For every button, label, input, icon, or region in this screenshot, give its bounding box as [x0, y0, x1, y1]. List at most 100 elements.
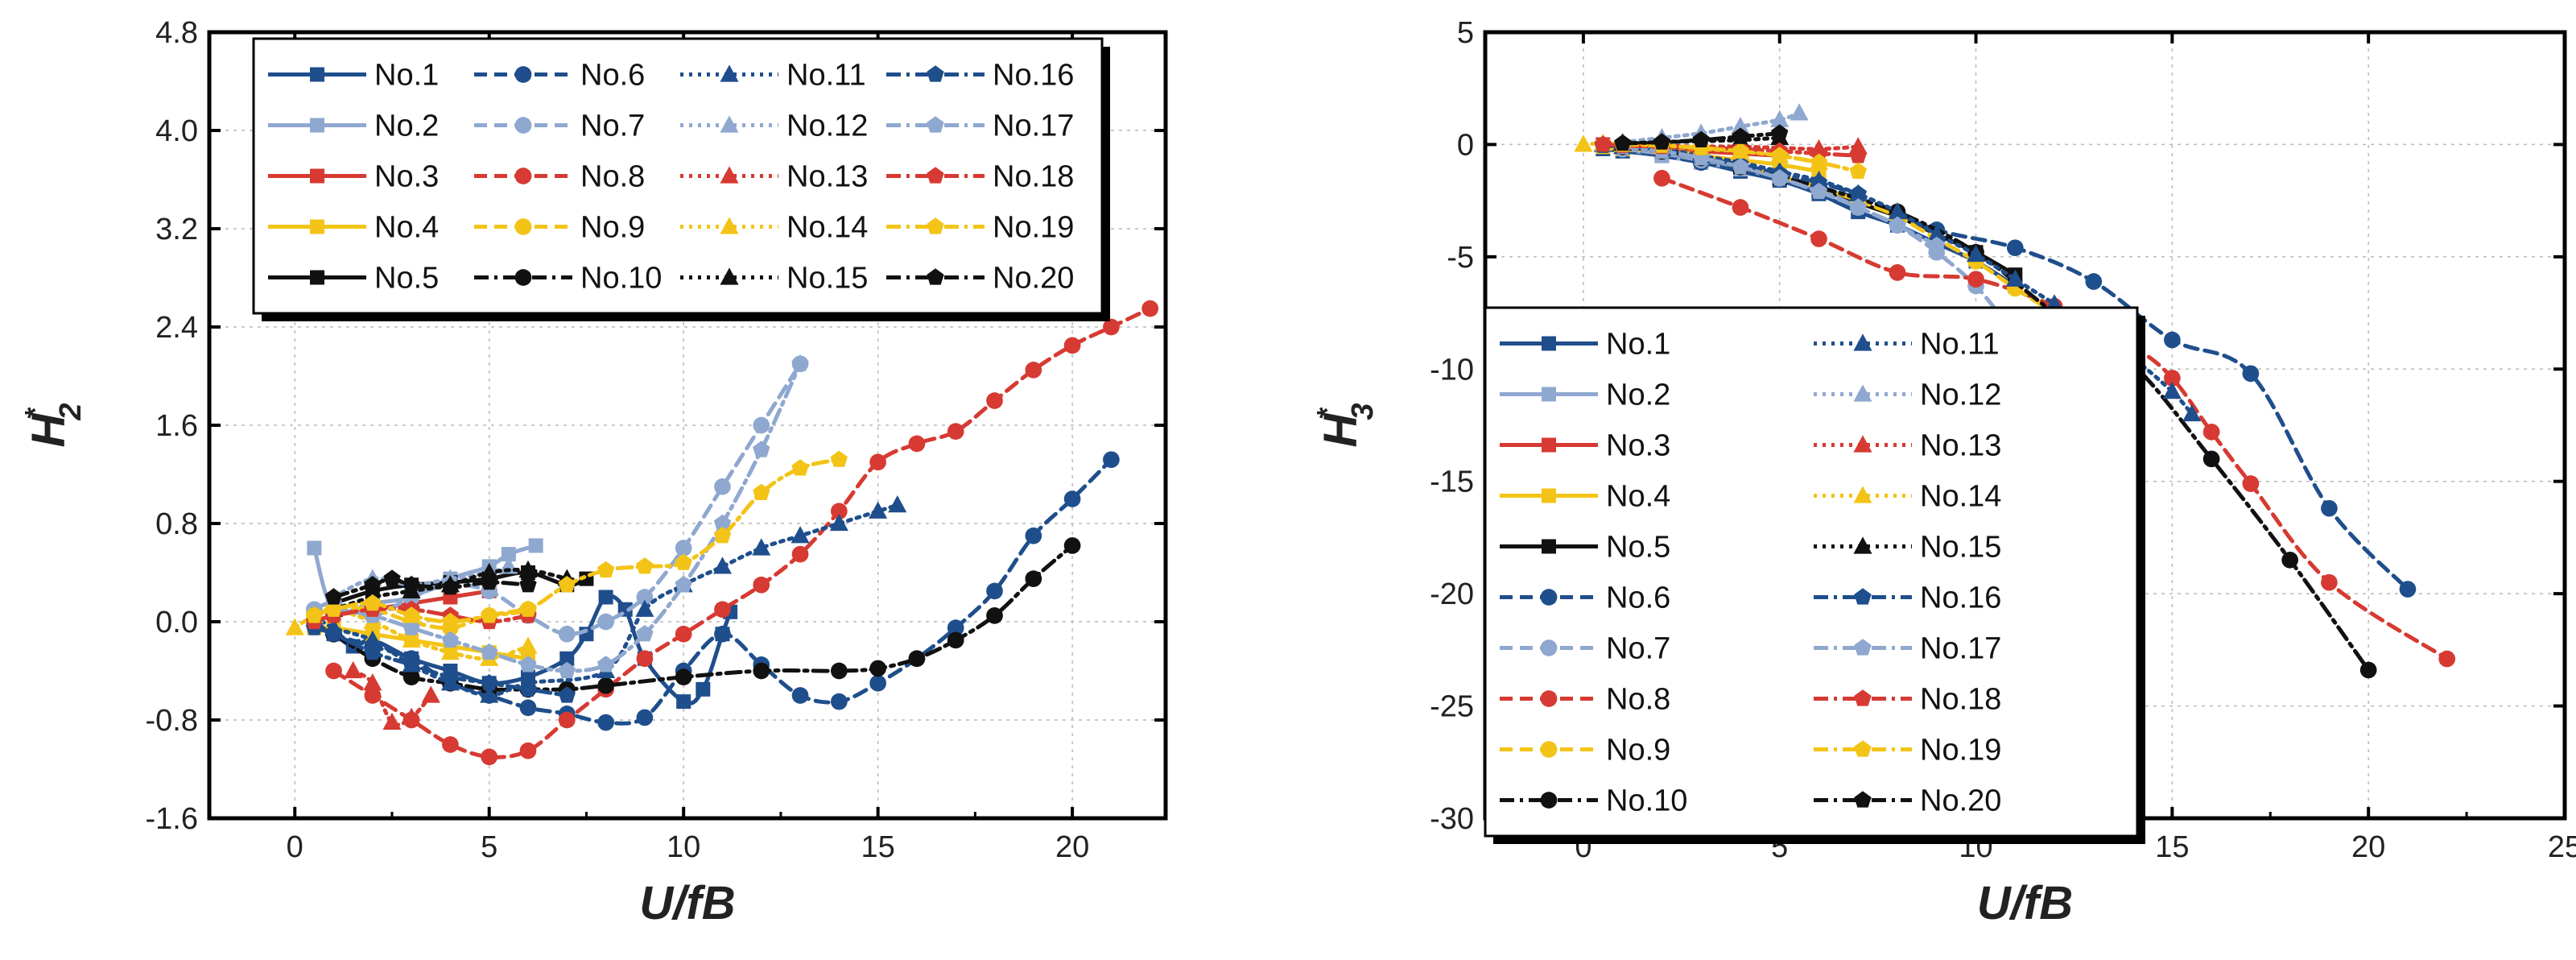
data-point — [1614, 134, 1632, 151]
data-point — [344, 660, 363, 679]
legend-label: No.7 — [580, 110, 645, 143]
legend-item: No.15 — [1814, 531, 2001, 565]
data-point — [519, 656, 537, 672]
data-point — [753, 662, 770, 680]
legend-label: No.11 — [786, 59, 866, 93]
data-point — [481, 643, 498, 660]
y-tick-label: 0 — [1457, 128, 1474, 162]
data-point — [363, 673, 382, 691]
data-point — [481, 606, 498, 623]
data-point — [597, 656, 615, 672]
y-tick-label: -20 — [1430, 577, 1474, 611]
legend-item: No.17 — [886, 110, 1074, 143]
legend-label: No.15 — [786, 262, 868, 296]
x-tick-label: 15 — [861, 830, 894, 864]
legend-marker — [720, 64, 739, 82]
legend-label: No.5 — [1606, 531, 1670, 565]
data-point — [676, 694, 691, 710]
legend-item: No.6 — [1500, 581, 1670, 615]
data-point — [528, 538, 543, 553]
data-point — [791, 459, 809, 476]
y-tick-label: -5 — [1447, 241, 1474, 275]
legend-marker — [1853, 333, 1872, 351]
legend-label: No.13 — [786, 160, 868, 194]
legend-marker — [1853, 486, 1872, 503]
legend-item: No.10 — [474, 262, 662, 296]
series-layer — [285, 300, 1159, 766]
legend-item: No.4 — [1500, 480, 1670, 514]
series-line — [312, 503, 900, 698]
data-point — [2202, 450, 2220, 468]
data-point — [519, 680, 537, 697]
legend-label: No.14 — [786, 211, 868, 245]
data-point — [1025, 362, 1042, 379]
data-point — [307, 540, 322, 556]
legend-label: No.16 — [993, 59, 1074, 93]
chart-h3-panel: 0 5 10 15 20 25-30-25-20-15-10-505U/fBH*3No.1… — [1311, 16, 2576, 929]
data-point — [636, 650, 654, 668]
data-point — [1810, 230, 1827, 247]
data-point — [2085, 273, 2103, 290]
legend-marker — [514, 168, 532, 184]
legend-item: No.20 — [1814, 784, 2001, 818]
data-point — [830, 662, 848, 680]
legend-label: No.4 — [374, 211, 439, 245]
legend-label: No.14 — [1920, 480, 2001, 514]
legend-marker — [310, 219, 324, 234]
data-point — [869, 453, 886, 471]
legend-item: No.6 — [474, 59, 645, 93]
data-point — [791, 545, 809, 563]
data-point — [2164, 331, 2181, 349]
y-tick-label: 0.8 — [155, 507, 198, 541]
data-point — [481, 748, 498, 766]
data-point — [2281, 551, 2299, 569]
legend-marker — [310, 118, 324, 133]
legend-item: No.7 — [474, 110, 645, 143]
data-point — [1848, 137, 1868, 155]
y-tick-label: -25 — [1430, 690, 1474, 724]
data-point — [2006, 239, 2024, 257]
y-axis-title: H*3 — [1311, 403, 1380, 447]
data-point — [675, 553, 692, 570]
legend-label: No.20 — [993, 262, 1074, 296]
data-point — [2164, 370, 2181, 387]
legend-item: No.19 — [886, 211, 1074, 245]
legend-marker — [1854, 588, 1872, 605]
legend-label: No.19 — [1920, 734, 2001, 768]
data-point — [1849, 198, 1867, 215]
x-tick-label: 20 — [1055, 830, 1089, 864]
y-tick-label: 3.2 — [155, 213, 198, 246]
legend-marker — [1542, 387, 1556, 402]
data-point — [791, 687, 809, 704]
legend-marker — [1540, 741, 1558, 758]
data-point — [753, 576, 770, 594]
x-tick-label: 0 — [287, 830, 303, 864]
data-point — [888, 494, 907, 513]
legend-marker — [514, 269, 532, 286]
data-point — [1103, 318, 1120, 336]
series-no13 — [344, 660, 440, 730]
y-tick-label: -10 — [1430, 353, 1474, 387]
data-point — [441, 612, 460, 630]
data-point — [712, 557, 733, 574]
legend-item: No.1 — [268, 59, 439, 93]
data-point — [636, 625, 654, 642]
legend-label: No.2 — [374, 110, 439, 143]
legend-label: No.2 — [1606, 379, 1670, 412]
legend-label: No.4 — [1606, 480, 1670, 514]
y-tick-label: -15 — [1430, 466, 1474, 499]
data-point — [421, 685, 440, 703]
y-tick-label: 4.0 — [155, 114, 198, 148]
data-point — [558, 686, 576, 703]
data-point — [402, 656, 420, 672]
legend-item: No.12 — [680, 110, 868, 143]
legend-item: No.9 — [1500, 734, 1670, 768]
legend-label: No.6 — [1606, 581, 1670, 615]
legend-item: No.18 — [886, 160, 1074, 194]
legend-marker — [1854, 791, 1872, 808]
data-point — [1653, 169, 1670, 187]
x-tick-label: 20 — [2351, 830, 2385, 864]
legend-label: No.20 — [1920, 784, 2001, 818]
x-tick-label: 15 — [2155, 830, 2189, 864]
data-point — [2399, 581, 2417, 598]
